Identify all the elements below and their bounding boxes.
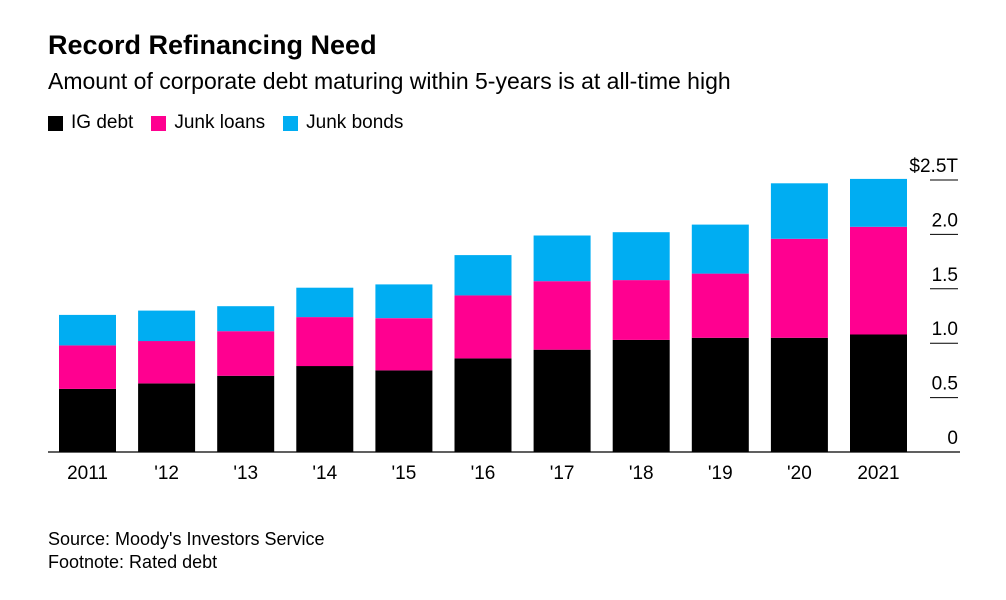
legend-item-junk-bonds: Junk bonds xyxy=(283,112,403,134)
bar-ig-debt-20 xyxy=(770,337,828,452)
footnote: Footnote: Rated debt xyxy=(48,552,218,572)
y-tick-label-2-5t: $2.5T xyxy=(909,156,958,177)
legend-item-junk-loans: Junk loans xyxy=(151,112,265,134)
bar-junk-bonds-18 xyxy=(612,232,670,281)
bar-ig-debt-19 xyxy=(691,337,749,452)
legend-item-ig-debt: IG debt xyxy=(48,112,133,134)
y-tick-label-1-0: 1.0 xyxy=(932,319,958,340)
bar-junk-loans-13 xyxy=(217,331,275,376)
bar-junk-loans-15 xyxy=(375,318,433,371)
x-tick-label-12: '12 xyxy=(154,463,179,484)
x-tick-label-13: '13 xyxy=(233,463,258,484)
bar-junk-loans-16 xyxy=(454,295,512,359)
legend: IG debt Junk loans Junk bonds xyxy=(48,112,421,134)
bar-junk-bonds-15 xyxy=(375,284,433,319)
y-axis: 0 0.5 1.0 1.5 2.0 $2.5T xyxy=(909,156,958,453)
legend-label-ig-debt: IG debt xyxy=(71,112,134,133)
x-tick-label-2021: 2021 xyxy=(857,463,899,484)
bar-junk-bonds-14 xyxy=(296,287,354,318)
bar-junk-loans-20 xyxy=(770,238,828,338)
chart-title: Record Refinancing Need xyxy=(48,30,377,60)
legend-label-junk-bonds: Junk bonds xyxy=(306,112,404,133)
bar-ig-debt-2011 xyxy=(59,388,116,452)
bar-junk-bonds-17 xyxy=(533,235,591,282)
legend-swatch-ig-debt xyxy=(48,115,63,131)
bar-ig-debt-2021 xyxy=(850,334,907,452)
bars-group xyxy=(59,178,907,452)
bar-junk-bonds-2011 xyxy=(59,314,116,346)
bar-ig-debt-18 xyxy=(612,339,670,452)
bar-junk-loans-19 xyxy=(691,273,749,338)
source-note: Source: Moody's Investors Service xyxy=(48,529,325,549)
bar-ig-debt-14 xyxy=(296,366,354,452)
legend-swatch-junk-loans xyxy=(151,115,167,131)
bar-junk-bonds-12 xyxy=(138,310,196,342)
bar-junk-bonds-19 xyxy=(691,224,749,274)
bar-ig-debt-17 xyxy=(533,349,591,452)
x-tick-label-16: '16 xyxy=(471,463,496,484)
bar-junk-bonds-16 xyxy=(454,255,512,296)
x-tick-label-19: '19 xyxy=(708,463,733,484)
bar-junk-loans-14 xyxy=(296,317,354,367)
bar-junk-bonds-2021 xyxy=(850,178,907,227)
x-axis: 2011 '12 '13 '14 '15 '16 '17 '18 '19 '20 2021 xyxy=(48,451,960,484)
y-tick-label-0-5: 0.5 xyxy=(932,374,958,395)
y-tick-label-0: 0 xyxy=(947,428,958,449)
bar-junk-loans-17 xyxy=(533,281,591,350)
x-tick-label-2011: 2011 xyxy=(67,463,108,484)
bar-ig-debt-16 xyxy=(454,358,512,452)
bar-ig-debt-13 xyxy=(217,375,275,452)
bar-junk-loans-2011 xyxy=(59,345,116,389)
x-tick-label-17: '17 xyxy=(550,463,575,484)
legend-label-junk-loans: Junk loans xyxy=(174,112,266,133)
bar-junk-bonds-13 xyxy=(217,306,275,332)
bar-junk-loans-2021 xyxy=(850,226,907,335)
x-tick-label-18: '18 xyxy=(629,463,654,484)
x-tick-label-14: '14 xyxy=(312,463,337,484)
bar-junk-loans-18 xyxy=(612,280,670,340)
x-tick-label-20: '20 xyxy=(787,463,812,484)
x-tick-label-15: '15 xyxy=(392,463,417,484)
bar-ig-debt-15 xyxy=(375,370,433,452)
legend-swatch-junk-bonds xyxy=(283,115,299,131)
bar-junk-bonds-20 xyxy=(770,183,828,239)
y-tick-label-2-0: 2.0 xyxy=(932,210,958,231)
bar-ig-debt-12 xyxy=(138,383,196,452)
y-tick-label-1-5: 1.5 xyxy=(932,265,958,286)
footer: Source: Moody's Investors Service Footno… xyxy=(48,528,325,574)
chart-subtitle: Amount of corporate debt maturing within… xyxy=(48,68,731,94)
bar-junk-loans-12 xyxy=(138,341,196,384)
